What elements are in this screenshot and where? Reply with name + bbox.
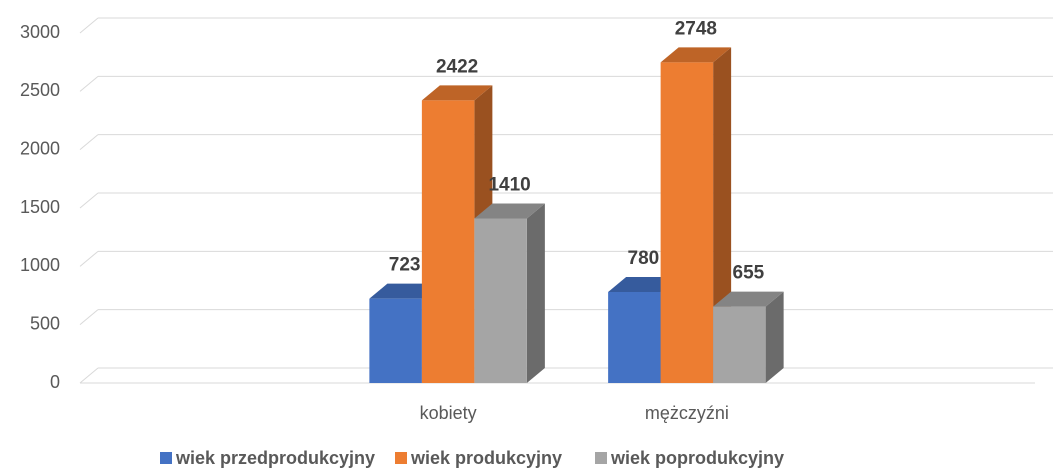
bar-top — [660, 47, 732, 63]
grid-line-side — [79, 250, 99, 267]
y-tick-label: 500 — [30, 313, 60, 333]
data-label: 780 — [628, 248, 660, 269]
legend-label: wiek poprodukcyjny — [610, 448, 784, 468]
bar-top — [713, 291, 784, 307]
bar — [608, 292, 661, 383]
data-label: 2748 — [675, 18, 717, 39]
grid-line-side — [79, 309, 99, 326]
x-tick-label: kobiety — [420, 403, 477, 423]
y-tick-label: 0 — [50, 372, 60, 392]
x-tick-label: mężczyźni — [645, 403, 729, 423]
bar-top — [474, 203, 545, 219]
bar-side — [765, 291, 784, 383]
grid-line-side — [79, 17, 99, 34]
y-tick-label: 3000 — [20, 22, 60, 42]
legend-swatch — [395, 452, 407, 464]
bar-top — [421, 85, 493, 101]
bar — [421, 100, 475, 383]
bar-side — [526, 203, 545, 383]
grid-line-side — [79, 367, 99, 384]
data-label: 1410 — [488, 175, 530, 196]
grid-line-side — [79, 192, 99, 209]
legend-label: wiek przedprodukcyjny — [175, 448, 375, 468]
y-tick-label: 2500 — [20, 80, 60, 100]
legend-swatch — [595, 452, 607, 464]
grid-line-side — [79, 75, 99, 92]
grid-line-side — [79, 134, 99, 151]
y-tick-label: 1500 — [20, 197, 60, 217]
bar — [369, 298, 422, 383]
data-label: 655 — [733, 263, 765, 284]
bar — [474, 218, 527, 383]
legend-swatch — [160, 452, 172, 464]
bar — [660, 62, 714, 384]
y-tick-label: 2000 — [20, 138, 60, 158]
y-tick-label: 1000 — [20, 255, 60, 275]
bar — [713, 306, 766, 383]
data-label: 723 — [389, 255, 421, 276]
data-label: 2422 — [436, 56, 478, 77]
legend-label: wiek produkcyjny — [410, 448, 562, 468]
